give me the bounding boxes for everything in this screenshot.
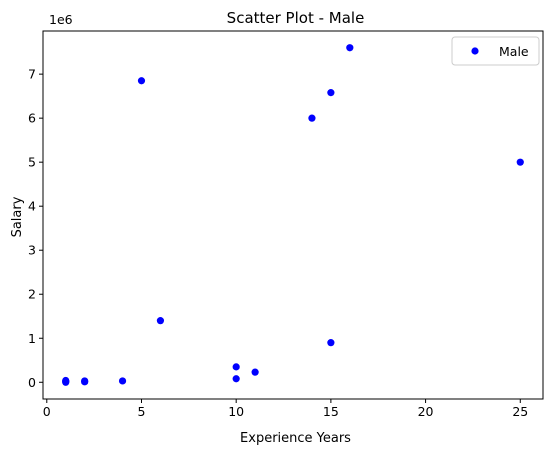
data-point [156,317,165,325]
plot-area [42,30,544,400]
chart-title: Scatter Plot - Male [227,9,365,27]
data-point [81,378,89,386]
y-tick-label: 2 [28,287,36,302]
legend: Male [451,36,540,66]
data-point [327,89,335,97]
y-tick-label: 1 [28,331,36,346]
data-point [251,368,259,376]
y-axis-ticks: 0 1 2 3 4 5 6 7 [28,67,43,390]
y-tick-label: 6 [28,111,36,126]
data-point [137,77,146,85]
x-tick-label: 25 [512,404,528,419]
y-offset-label: 1e6 [49,12,73,27]
data-point [308,114,316,122]
x-tick-label: 15 [323,404,339,419]
data-point [232,363,240,371]
x-tick-label: 0 [43,404,51,419]
data-point [327,339,335,347]
y-tick-label: 4 [28,199,36,214]
y-tick-label: 7 [28,67,36,82]
y-tick-label: 0 [28,375,36,390]
data-point [118,377,127,385]
data-point [62,378,70,386]
x-tick-label: 20 [418,404,434,419]
data-point [516,158,524,166]
plot-frame [42,30,544,400]
x-axis-label: Experience Years [240,431,351,446]
x-tick-label: 10 [228,404,244,419]
y-tick-label: 5 [28,155,36,170]
data-points [62,44,524,386]
x-tick-label: 5 [138,404,146,419]
x-axis-ticks: 0 5 10 15 20 25 [43,399,528,419]
data-point [232,375,240,383]
y-tick-label: 3 [28,243,36,258]
legend-box [451,36,540,66]
legend-label: Male [499,44,529,59]
y-axis-label: Salary [10,196,25,237]
legend-marker [471,47,479,55]
data-point [346,44,354,52]
